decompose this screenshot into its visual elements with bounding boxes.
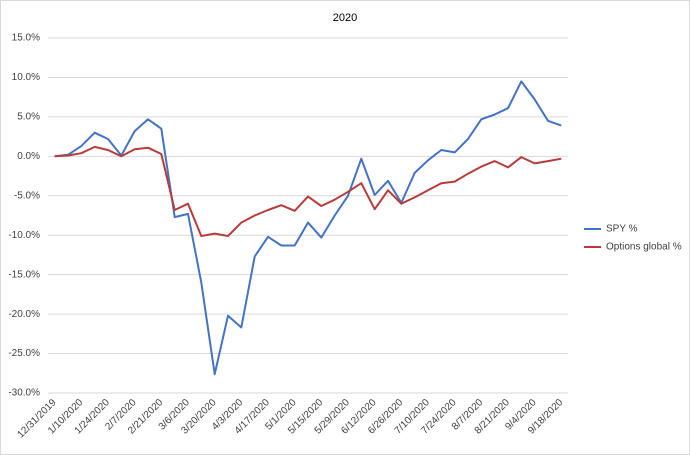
y-tick-label: 5.0%	[17, 112, 40, 123]
y-tick-label: -25.0%	[8, 348, 40, 359]
y-tick-label: -15.0%	[8, 269, 40, 280]
y-tick-label: 0.0%	[17, 151, 40, 162]
legend-label: SPY %	[606, 224, 638, 235]
line-series	[54, 80, 562, 376]
y-tick-label: -30.0%	[8, 388, 40, 399]
y-tick-label: -20.0%	[8, 309, 40, 320]
y-tick-label: 10.0%	[12, 72, 40, 83]
chart-title: 2020	[333, 12, 357, 24]
y-tick-label: -5.0%	[14, 190, 40, 201]
line-series	[54, 145, 562, 237]
y-tick-label: -10.0%	[8, 230, 40, 241]
legend-label: Options global %	[606, 242, 682, 253]
y-tick-label: 15.0%	[12, 33, 40, 44]
